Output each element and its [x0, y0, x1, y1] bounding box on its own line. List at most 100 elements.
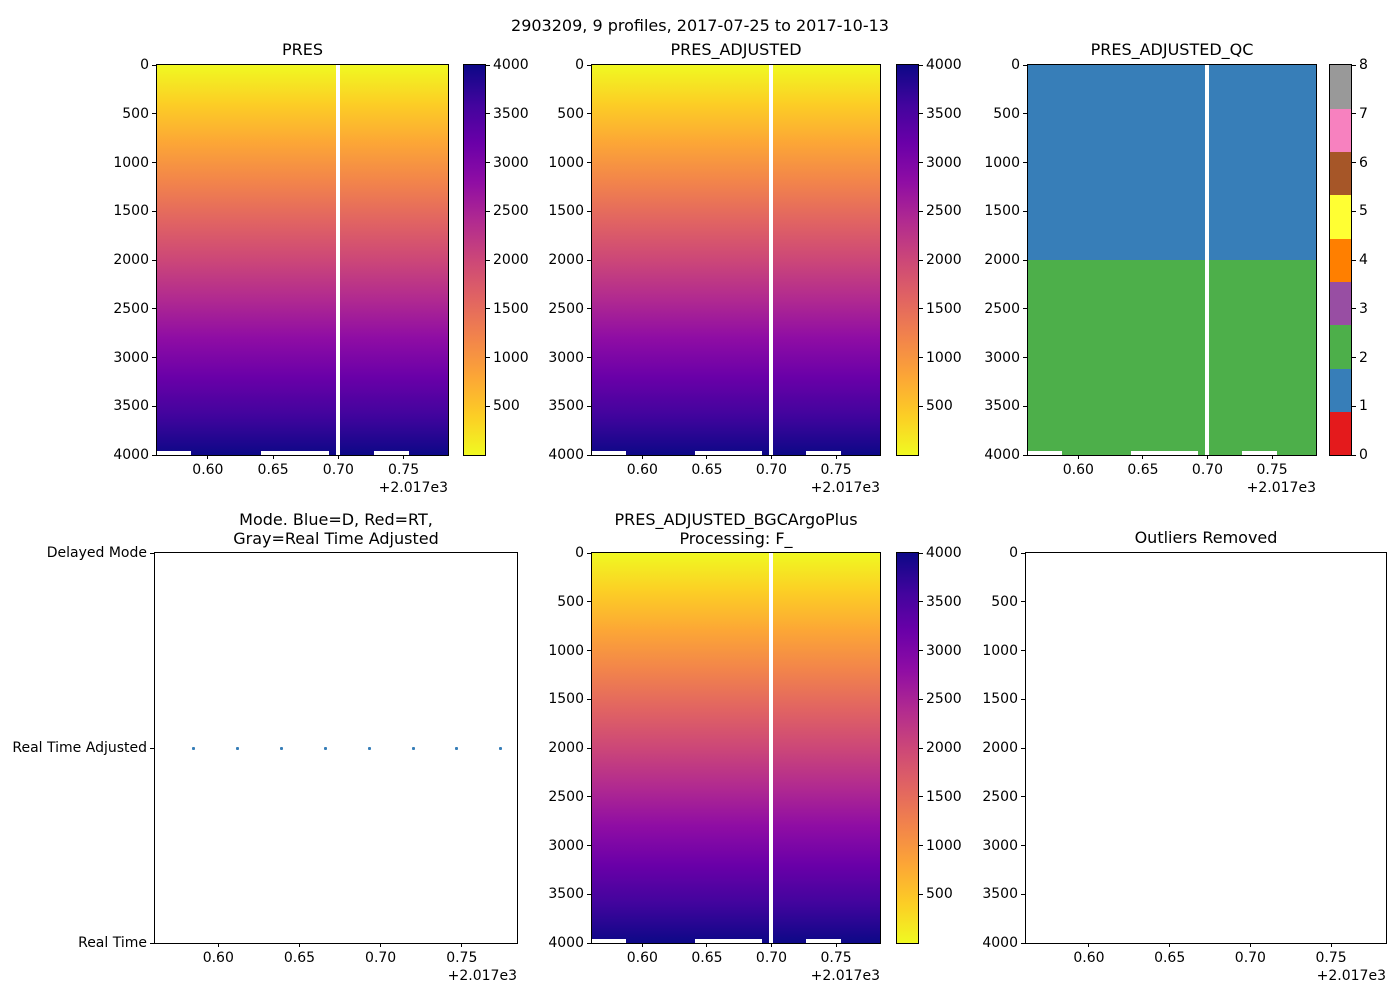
x-tick-label: 0.65	[283, 950, 316, 966]
colorbar-segment	[1330, 238, 1351, 283]
colorbar-gradient	[464, 65, 485, 455]
colorbar-tick-mark	[1352, 357, 1356, 358]
x-tick-mark	[835, 943, 837, 947]
colorbar-tick-mark	[919, 210, 923, 212]
subplot-mode: 0.60 0.65 0.70 0.75 +2.017e3 Delayed Mode Real…	[12, 545, 518, 984]
colorbar-tick-mark	[486, 259, 490, 261]
heatmap-time-gap	[768, 65, 774, 455]
colorbar-segment	[1330, 65, 1351, 109]
x-tick-mark	[1207, 455, 1209, 459]
y-tick-mark	[152, 357, 156, 358]
mode-dot	[192, 746, 196, 750]
x-tick-label: 0.60	[192, 462, 224, 478]
x-tick-label: 0.60	[1073, 950, 1105, 966]
y-tick-label: 500	[557, 105, 584, 122]
heatmap-missing-bottom	[695, 451, 762, 455]
y-tick-mark	[1023, 113, 1027, 115]
y-tick-mark	[587, 942, 591, 944]
x-tick-label: 0.70	[1191, 462, 1224, 478]
x-tick-label: 0.70	[1234, 950, 1266, 966]
y-tick-label: 1500	[113, 203, 149, 220]
y-tick-label: 3500	[548, 398, 584, 415]
subplot-title-pres-adjusted-qc: PRES_ADJUSTED_QC	[1090, 40, 1254, 59]
y-tick-mark	[1021, 601, 1025, 603]
x-tick-mark	[1088, 943, 1090, 947]
y-tick-mark	[587, 308, 591, 310]
heatmap-gradient	[157, 65, 448, 455]
x-tick-label: 0.60	[1062, 462, 1094, 478]
x-tick-label: 0.65	[257, 462, 289, 478]
x-tick-label: 0.75	[820, 950, 852, 966]
y-tick-label: 0	[1009, 545, 1018, 561]
colorbar-tick-label: 1000	[926, 837, 962, 854]
y-tick-mark	[1023, 162, 1027, 163]
colorbar-gradient	[897, 553, 918, 943]
y-tick-mark	[152, 210, 156, 212]
colorbar-tick-label: 3000	[493, 154, 529, 171]
subplot-outliers: 0.60 0.65 0.70 0.75 +2.017e3 0 500 1000 1500 2000…	[982, 545, 1387, 984]
x-tick-label: 0.70	[755, 462, 788, 478]
y-tick-label: 3500	[113, 398, 149, 415]
heatmap-missing-bottom	[261, 451, 329, 455]
x-offset-label: +2.017e3	[378, 480, 448, 496]
y-tick-mark	[150, 942, 154, 944]
mode-dot	[411, 746, 415, 750]
colorbar-tick-label: 3500	[926, 105, 962, 122]
colorbar-tick-label: 4000	[926, 57, 962, 73]
subplot-title-pres: PRES	[281, 40, 324, 59]
colorbar-tick-mark	[919, 405, 923, 407]
y-tick-mark	[1023, 405, 1027, 407]
y-tick-mark	[1023, 210, 1027, 212]
y-tick-mark	[1023, 259, 1027, 261]
heatmap-missing-bottom	[592, 451, 626, 455]
qc-band-value-1	[1028, 65, 1316, 260]
y-tick-mark	[587, 845, 591, 846]
y-tick-label: 1000	[982, 642, 1018, 659]
y-tick-label: 0	[1011, 57, 1020, 73]
x-offset-label: +2.017e3	[447, 968, 517, 984]
x-offset-label: +2.017e3	[810, 968, 880, 984]
colorbar-tick-label: 5	[1359, 203, 1368, 220]
y-tick-label: Real Time Adjusted	[12, 740, 147, 756]
y-tick-mark	[152, 454, 156, 456]
y-tick-mark	[587, 259, 591, 261]
colorbar-tick-label: 500	[926, 398, 953, 415]
x-offset-label: +2.017e3	[1246, 480, 1316, 496]
y-tick-label: 2000	[548, 252, 584, 268]
y-tick-mark	[152, 64, 156, 66]
subplot-title-bgc-line2: Processing: F_	[679, 529, 793, 548]
y-tick-label: 2000	[984, 252, 1020, 268]
mode-dot	[455, 746, 459, 750]
x-tick-label: 0.60	[626, 462, 658, 478]
y-tick-mark	[152, 259, 156, 261]
y-tick-label: 1500	[548, 691, 584, 708]
x-tick-mark	[207, 455, 209, 459]
x-tick-mark	[706, 943, 708, 947]
y-tick-label: 2000	[548, 740, 584, 756]
y-tick-mark	[587, 650, 591, 651]
x-tick-mark	[337, 455, 339, 459]
y-tick-mark	[587, 552, 591, 554]
y-tick-mark	[1023, 64, 1027, 66]
colorbar-tick-mark	[919, 162, 923, 163]
heatmap-missing-bottom	[157, 451, 191, 455]
subplot-title-mode-line1: Mode. Blue=D, Red=RT,	[239, 510, 433, 529]
x-tick-mark	[1169, 943, 1171, 947]
y-tick-label: 3000	[548, 837, 584, 854]
colorbar-tick-mark	[486, 308, 490, 310]
colorbar-tick-label: 4	[1359, 252, 1368, 268]
colorbar-tick-label: 2	[1359, 349, 1368, 366]
y-tick-label: 4000	[548, 447, 584, 463]
heatmap-missing-bottom	[695, 939, 762, 943]
x-tick-mark	[706, 455, 708, 459]
x-tick-label: 0.65	[1154, 950, 1186, 966]
colorbar-tick-mark	[919, 552, 923, 554]
heatmap-gradient	[592, 553, 880, 943]
y-tick-mark	[1023, 357, 1027, 358]
x-tick-mark	[1077, 455, 1079, 459]
y-tick-label: 3000	[548, 349, 584, 366]
y-tick-label: 1000	[548, 154, 584, 171]
y-tick-label: 2500	[113, 300, 149, 317]
y-tick-label: 2500	[982, 788, 1018, 805]
